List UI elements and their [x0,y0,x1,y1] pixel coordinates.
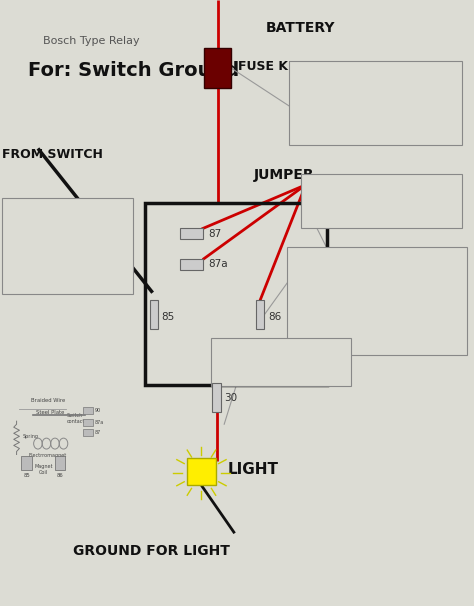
Bar [187,458,216,485]
Bar [180,259,203,270]
Text: Steel Plate: Steel Plate [36,410,64,415]
Bar [83,407,93,414]
Text: 87: 87 [95,430,101,435]
Bar [55,456,65,470]
Bar [180,228,203,239]
FancyBboxPatch shape [289,61,462,145]
Text: 86: 86 [268,312,281,322]
Bar [204,48,231,88]
Text: FROM SWITCH: FROM SWITCH [2,148,103,161]
FancyBboxPatch shape [211,338,351,386]
Text: Switch
contacts: Switch contacts [66,413,87,424]
Text: Spring: Spring [23,434,39,439]
Text: GROUND FOR LIGHT: GROUND FOR LIGHT [73,544,230,558]
Text: For: Switch Ground: For: Switch Ground [28,61,240,79]
Text: Switch Ground Wire
From Shifter
[ Sends Ground to
Switch when you put it
in Reve: Switch Ground Wire From Shifter [ Sends … [9,206,109,264]
Bar [21,456,32,470]
Text: 90: 90 [95,408,101,413]
Text: LIGHT: LIGHT [228,462,279,477]
Bar [83,419,93,426]
Text: Electrromagnet: Electrromagnet [28,453,66,458]
Bar [83,429,93,436]
Bar [145,203,327,385]
Text: Wire Going LED or
Back-Up Lights: Wire Going LED or Back-Up Lights [219,345,298,367]
Text: Magnet
Coil: Magnet Coil [34,464,53,475]
Text: 30: 30 [224,393,237,403]
Text: Used For Other
Applications: Used For Other Applications [309,182,377,203]
Text: 87: 87 [209,229,222,239]
FancyBboxPatch shape [287,247,467,355]
Text: Bosch Type Relay: Bosch Type Relay [43,36,139,47]
Text: BATTERY: BATTERY [265,21,335,35]
Text: 85: 85 [23,473,30,478]
Text: + [pos] Power
Power coming from
battery going to
lights. [ Add inline
Fuse]: + [pos] Power Power coming from battery … [297,68,381,126]
FancyBboxPatch shape [2,198,133,294]
Text: JUMPER: JUMPER [254,168,314,182]
Bar [212,383,221,412]
Text: + [pos]  Power
Power to Relay Contacts

"Could put Jumper Wire
From 87 to 86"
To: + [pos] Power Power to Relay Contacts "C… [295,255,402,324]
Bar [150,300,158,329]
Text: 85: 85 [162,312,175,322]
Bar [256,300,264,329]
Text: 86: 86 [56,473,63,478]
FancyBboxPatch shape [301,174,462,228]
Text: 87a: 87a [95,420,104,425]
Text: FUSE KIT: FUSE KIT [238,60,301,73]
Text: Braided Wire: Braided Wire [31,398,65,403]
Text: 87a: 87a [209,259,228,269]
